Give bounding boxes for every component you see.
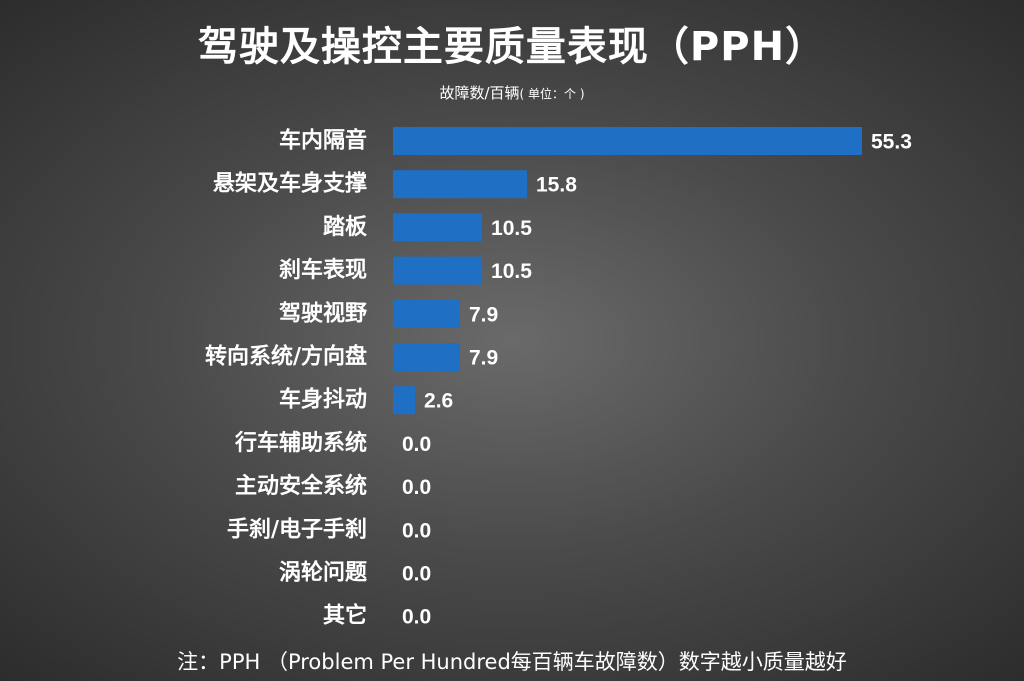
bars-group: 车内隔音 55.3 悬架及车身支撑 15.8 踏板 10.5 刹车表现 10.5 驾驶视野 7.9…: [205, 127, 912, 629]
category-label: 手刹/电子手刹: [227, 517, 367, 542]
category-label: 其它: [323, 603, 367, 629]
category-label: 驾驶视野: [279, 300, 367, 326]
chart-subtitle: 故障数/百辆( 单位：个 ): [0, 82, 1024, 103]
value-label: 0.0: [402, 476, 431, 499]
bar: [393, 127, 862, 155]
category-label: 车内隔音: [279, 128, 367, 154]
bar: [393, 256, 483, 285]
unit-note: ( 单位：个 ): [519, 87, 585, 101]
bar: [393, 386, 416, 415]
category-label: 踏板: [323, 215, 368, 240]
value-label: 10.5: [491, 217, 532, 240]
value-label: 2.6: [424, 390, 453, 413]
chart-title: 驾驶及操控主要质量表现（PPH）: [197, 24, 827, 70]
category-label: 行车辅助系统: [234, 430, 367, 456]
bar: [393, 170, 527, 199]
value-label: 10.5: [491, 260, 532, 283]
value-label: 0.0: [402, 606, 431, 629]
footnote: 注：PPH （Problem Per Hundred每百辆车故障数）数字越小质量…: [177, 650, 847, 674]
category-label: 刹车表现: [279, 257, 367, 283]
value-label: 15.8: [536, 174, 577, 197]
category-label: 主动安全系统: [235, 473, 367, 499]
category-label: 转向系统/方向盘: [205, 344, 367, 370]
category-label: 涡轮问题: [279, 560, 368, 586]
value-label: 7.9: [469, 347, 498, 370]
value-label: 0.0: [402, 563, 431, 586]
subtitle-text: 故障数/百辆: [439, 84, 520, 102]
bar: [393, 213, 483, 242]
category-label: 悬架及车身支撑: [213, 171, 367, 197]
bar: [393, 343, 460, 371]
value-label: 0.0: [402, 433, 431, 456]
value-label: 55.3: [871, 131, 912, 154]
category-label: 车身抖动: [279, 387, 367, 413]
value-label: 0.0: [402, 519, 431, 542]
bar: [393, 299, 460, 328]
value-label: 7.9: [469, 303, 498, 326]
